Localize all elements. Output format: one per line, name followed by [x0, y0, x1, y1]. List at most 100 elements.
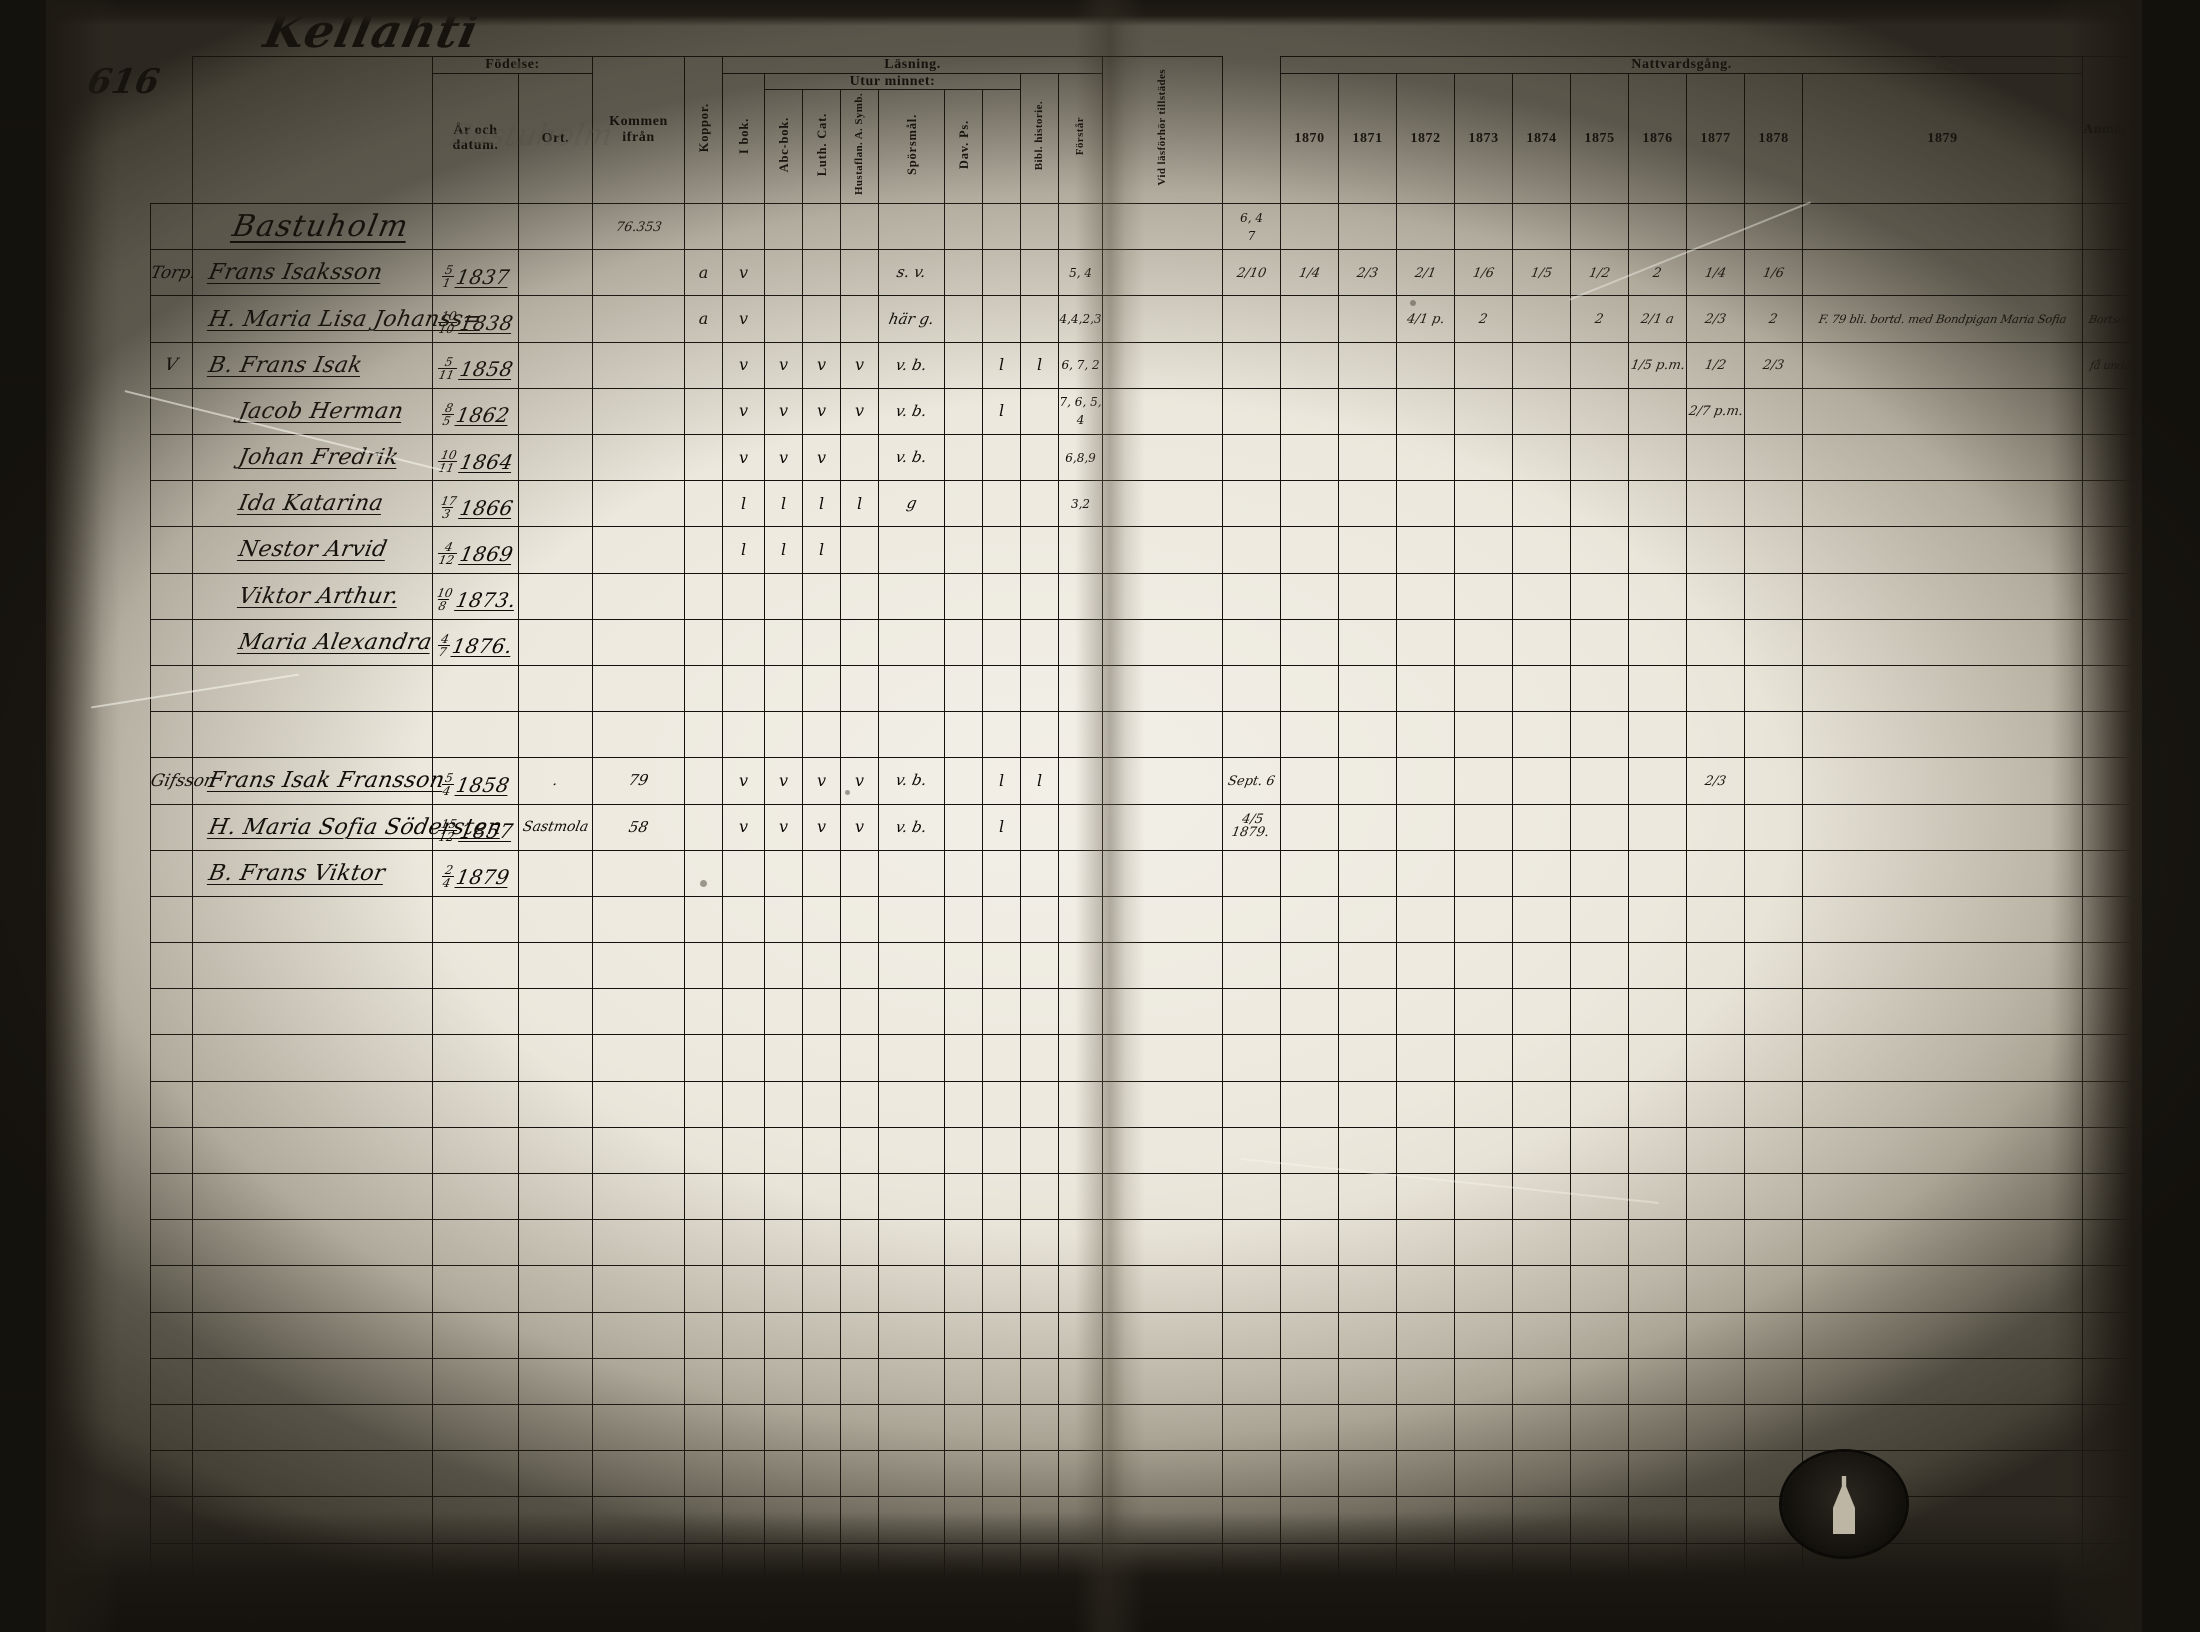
row-communion-cell-0 — [1222, 526, 1282, 574]
empty-cell — [1802, 942, 2084, 990]
row-birthdate-cell: 4 7 1876. — [432, 618, 519, 666]
empty-cell — [517, 711, 594, 759]
farm-communion-cell — [1512, 203, 1572, 251]
empty-cell — [1020, 1311, 1060, 1359]
row-communion-cell-7 — [1628, 387, 1688, 436]
empty-cell — [1686, 711, 1746, 759]
empty-cell — [517, 1034, 594, 1082]
row-biblhist-cell: l — [982, 341, 1022, 389]
row-communion-cell-0 — [1222, 387, 1282, 436]
row-abc-cell — [764, 618, 804, 666]
farm-reading-cell — [802, 203, 842, 251]
empty-cell — [1058, 664, 1104, 713]
row-hustaflan-cell — [840, 618, 880, 666]
row-name-cell: Frans Isak Fransson — [192, 757, 447, 805]
empty-cell — [1020, 988, 1060, 1036]
farm-name-cell: Bastuholm — [192, 203, 433, 251]
row-communion-cell-7 — [1628, 757, 1688, 805]
empty-cell — [840, 1080, 880, 1128]
row-communion-cell-3 — [1396, 849, 1456, 897]
empty-cell — [517, 988, 594, 1036]
empty-cell — [2082, 1219, 2146, 1267]
table-row: H. Maria Sofia Södersten 15 12 1857 Sastmola… — [150, 803, 2146, 851]
empty-cell — [684, 1265, 724, 1313]
empty-cell — [592, 895, 686, 944]
empty-cell — [1454, 1450, 1514, 1498]
table-row: Torp. Frans Isaksson 5 1 1837 a v s. v. 5, 4 2/10… — [149, 249, 2146, 297]
empty-cell — [1802, 1034, 2084, 1082]
empty-cell — [1744, 988, 1804, 1036]
empty-cell — [764, 1542, 804, 1590]
row-communion-cell-0 — [1222, 480, 1282, 528]
empty-cell — [1802, 1496, 2084, 1544]
row-communion-cell-3 — [1396, 526, 1456, 574]
row-communion-cell-3 — [1396, 572, 1456, 620]
row-attendance-cell: 3,2 — [1058, 480, 1104, 528]
row-inbook-cell — [722, 849, 766, 897]
empty-row — [150, 711, 2146, 759]
empty-cell — [1570, 1172, 1630, 1221]
empty-cell — [684, 1219, 724, 1267]
empty-cell — [1454, 895, 1514, 944]
empty-cell — [1338, 711, 1398, 759]
row-inbook-cell: v — [722, 387, 766, 436]
empty-cell — [150, 1219, 193, 1267]
empty-row — [150, 664, 2146, 713]
row-inbook-cell — [722, 618, 766, 666]
row-remarks-cell — [1802, 849, 2084, 897]
row-smallpox-cell — [684, 387, 724, 436]
empty-cell — [1744, 1357, 1804, 1405]
empty-cell — [192, 1403, 433, 1452]
empty-cell — [878, 942, 946, 990]
empty-row — [150, 1403, 2146, 1452]
empty-cell — [2082, 1403, 2146, 1452]
row-communion-cell-4 — [1454, 803, 1514, 851]
empty-cell — [878, 895, 946, 944]
row-name-cell: B. Frans Isak — [192, 341, 433, 389]
row-attendance-cell: 6, 7, 2 — [1058, 341, 1104, 389]
empty-cell — [592, 1034, 686, 1082]
farm-communion-cell — [1338, 203, 1398, 251]
empty-cell — [1512, 1542, 1572, 1590]
row-birthdate-cell: 10 10 1838 — [432, 295, 519, 343]
row-attendance-cell — [1058, 526, 1104, 574]
row-departed-cell — [2082, 526, 2146, 574]
empty-cell — [1686, 1219, 1746, 1267]
empty-cell — [840, 1311, 880, 1359]
row-communion-cell-3 — [1396, 341, 1456, 389]
row-communion-cell-4 — [1454, 341, 1514, 389]
row-birthdate-cell: 2 4 1879 — [432, 849, 519, 897]
empty-cell — [192, 1265, 433, 1313]
empty-cell — [1222, 1265, 1282, 1313]
empty-cell — [764, 1126, 804, 1175]
row-luthcat-cell: v — [802, 803, 842, 851]
row-inbook-cell: v — [722, 433, 766, 482]
empty-cell — [1570, 1265, 1630, 1313]
page-title: Kellahti — [259, 4, 484, 58]
row-luthcat-cell: v — [802, 387, 842, 436]
empty-cell — [1454, 711, 1514, 759]
empty-row — [150, 1080, 2146, 1128]
empty-cell — [802, 1450, 842, 1498]
empty-cell — [517, 1219, 594, 1267]
empty-cell — [592, 1265, 686, 1313]
row-birthdate-cell: 17 3 1866 — [432, 480, 519, 528]
row-davps-cell — [944, 387, 984, 436]
row-communion-cell-9 — [1744, 387, 1804, 436]
empty-cell — [517, 1357, 594, 1405]
empty-cell — [944, 1357, 984, 1405]
table-row: Maria Alexandra 4 7 1876. — [150, 618, 2146, 666]
empty-cell — [840, 1219, 880, 1267]
row-remarks-cell — [1802, 803, 2084, 851]
row-communion-cell-9 — [1744, 480, 1804, 528]
row-communion-cell-6 — [1570, 387, 1630, 436]
empty-row — [150, 895, 2146, 944]
row-movedfrom-cell — [592, 480, 686, 528]
header-year-2: 1872 — [1396, 72, 1456, 205]
empty-cell — [1454, 1542, 1514, 1590]
row-communion-cell-2 — [1338, 526, 1398, 574]
farm-reading-cell — [840, 203, 880, 251]
row-remarks-cell — [1802, 433, 2084, 482]
empty-cell — [944, 1080, 984, 1128]
